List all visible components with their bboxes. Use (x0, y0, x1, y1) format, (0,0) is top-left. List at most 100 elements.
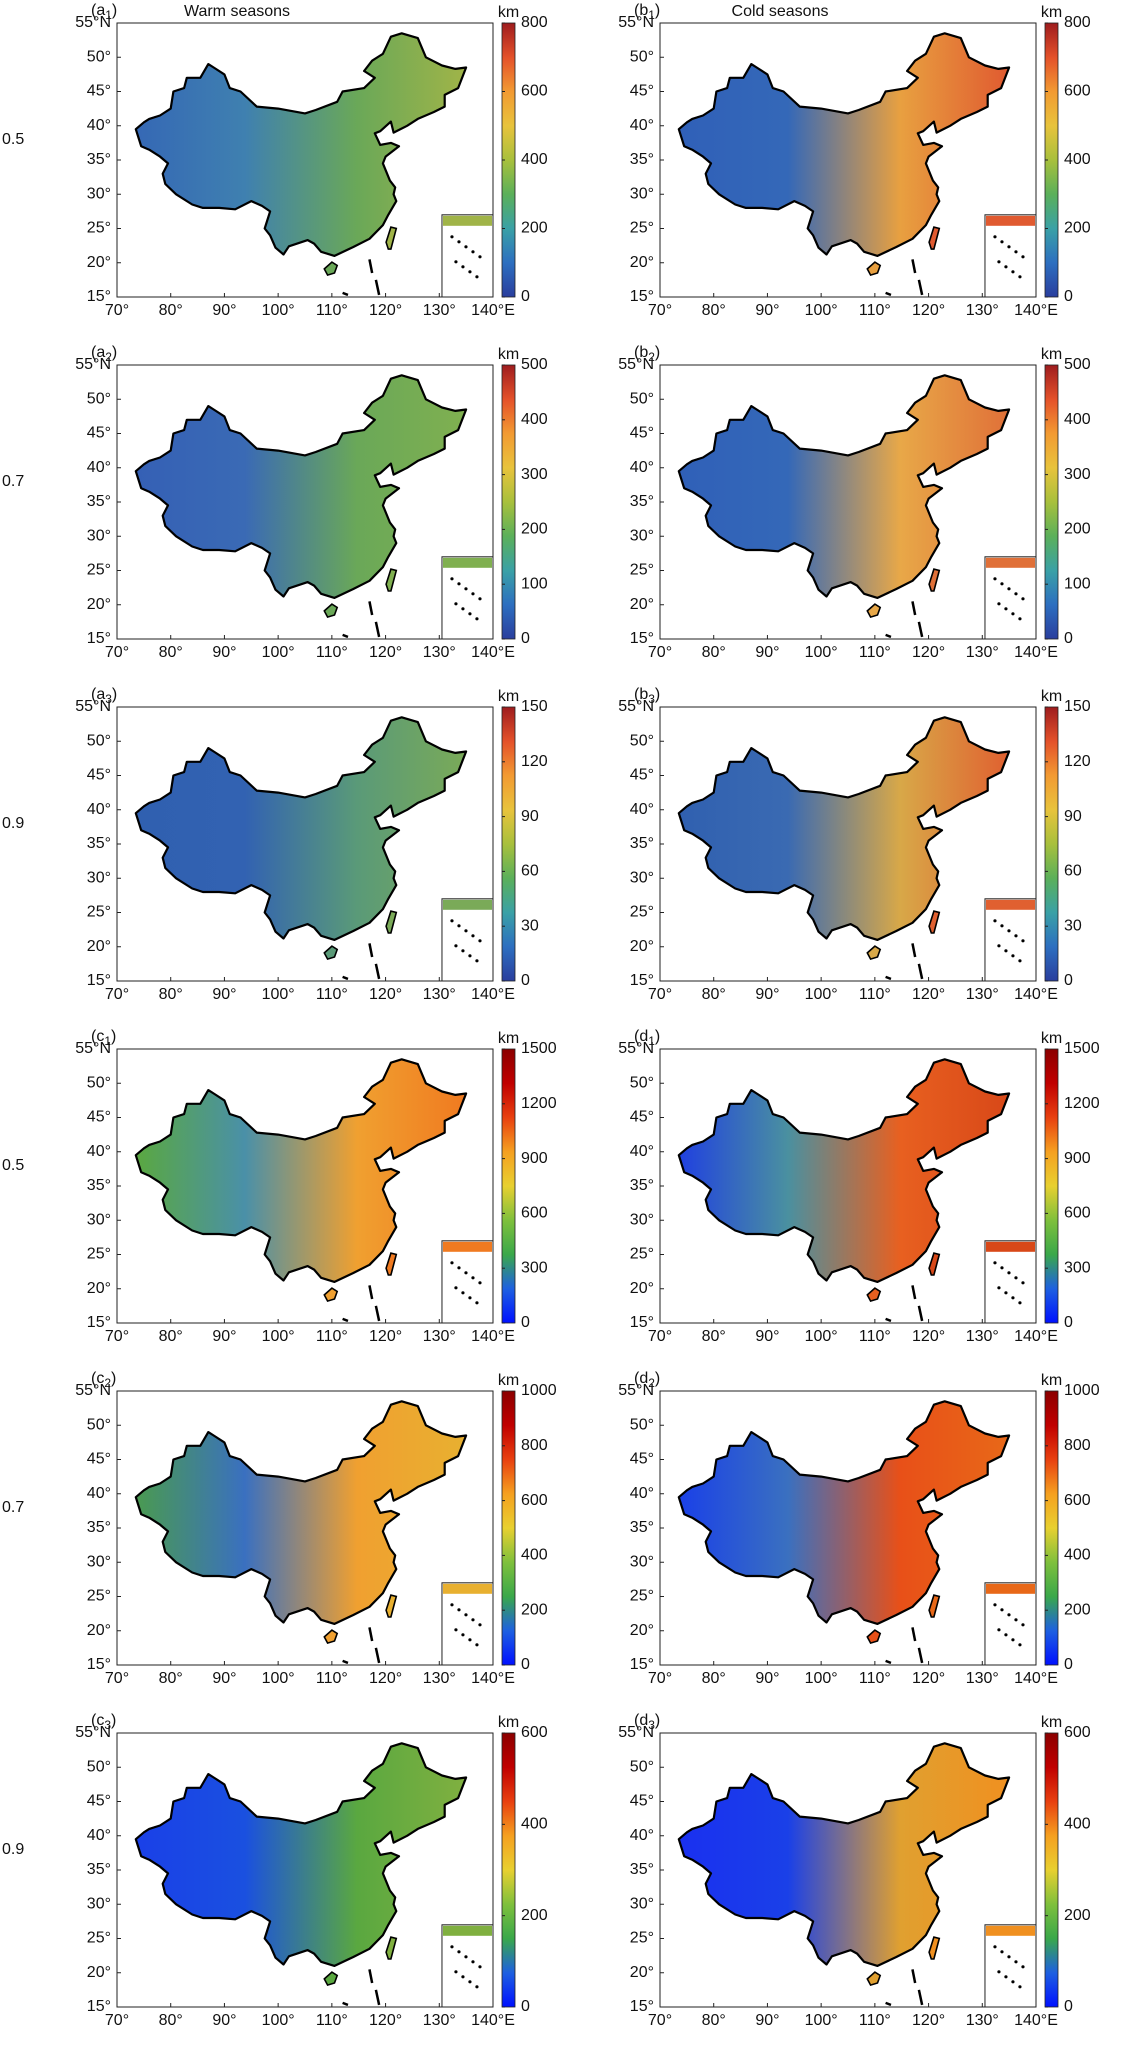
y-tick-label: 15° (630, 1656, 654, 1673)
x-tick-label: 90° (755, 986, 779, 1003)
colorbar-tick-label: 600 (521, 1724, 548, 1741)
y-tick-label: 35° (87, 1861, 111, 1878)
y-tick-label: 35° (87, 493, 111, 510)
panel-label-part: (b (634, 2, 648, 19)
x-tick-label: 80° (159, 2012, 183, 2029)
x-tick-label: 130° (966, 2012, 999, 2029)
hainan (323, 261, 339, 277)
x-tick-label: 90° (212, 986, 236, 1003)
taiwan (928, 910, 941, 934)
inset-box (984, 1582, 1037, 1666)
colorbar-tick-label: 0 (521, 1998, 530, 2015)
x-tick-label: 120° (912, 302, 945, 319)
inset-box (984, 1240, 1037, 1324)
x-tick-label: 140°E (471, 302, 515, 319)
y-tick-label: 50° (630, 48, 654, 65)
hainan (323, 1629, 339, 1645)
y-tick-label: 35° (630, 151, 654, 168)
y-tick-label: 30° (87, 1211, 111, 1228)
boundary-dash (374, 963, 381, 980)
y-tick-label: 50° (630, 732, 654, 749)
inset-island (1004, 265, 1008, 269)
colorbar-tick-label: 0 (1064, 1998, 1073, 2015)
inset-box (984, 556, 1037, 640)
china-map (677, 1400, 1011, 1626)
y-tick-label: 30° (630, 185, 654, 202)
colorbar-tick-label: 200 (521, 1907, 548, 1924)
x-tick-label: 130° (966, 302, 999, 319)
y-tick-label: 40° (630, 1143, 654, 1160)
y-tick-label: 20° (87, 254, 111, 271)
inset-box (441, 214, 494, 298)
panel-label-part: (b (634, 344, 648, 361)
panel-label-part: ) (111, 1712, 116, 1729)
panel-label-part: (a (91, 2, 105, 19)
boundary-dash (885, 633, 892, 639)
inset-map (985, 899, 1035, 910)
inset-island (464, 929, 468, 933)
x-tick-label: 130° (423, 1670, 456, 1687)
y-tick-label: 55°N (618, 1382, 654, 1399)
x-tick-label: 90° (755, 1328, 779, 1345)
x-tick-label: 140°E (1014, 986, 1058, 1003)
inset-box (441, 1240, 494, 1324)
y-tick-label: 35° (87, 835, 111, 852)
inset-map (442, 557, 492, 568)
y-tick-label: 45° (87, 1451, 111, 1468)
x-tick-label: 110° (316, 644, 348, 661)
taiwan (385, 1936, 398, 1960)
inset-island (450, 1261, 454, 1265)
inset-map (442, 1583, 492, 1594)
colorbar (1044, 1732, 1059, 2008)
y-tick-label: 50° (630, 1074, 654, 1091)
x-tick-label: 130° (423, 986, 456, 1003)
panel-label-part: ) (112, 686, 117, 703)
colorbar-tick-label: 300 (1064, 466, 1091, 483)
inset-island (1007, 1955, 1011, 1959)
x-tick-label: 130° (966, 1670, 999, 1687)
inset-island (1014, 592, 1018, 596)
x-tick-label: 120° (912, 1670, 945, 1687)
inset-box (441, 556, 494, 640)
colorbar-label: km (1041, 1714, 1062, 1731)
colorbar-tick-label: 0 (521, 630, 530, 647)
hainan (323, 1287, 339, 1303)
panel-label: (c3) (91, 1712, 116, 1732)
y-tick-label: 40° (87, 1827, 111, 1844)
china-map (134, 1742, 468, 1968)
y-tick-label: 15° (87, 1656, 111, 1673)
inset-island (1004, 1633, 1008, 1637)
inset-island (997, 602, 1001, 606)
colorbar-label: km (1041, 346, 1062, 363)
colorbar-tick-label: 600 (1064, 1492, 1091, 1509)
panel-label-part: ) (655, 1712, 660, 1729)
y-tick-label: 15° (630, 972, 654, 989)
x-tick-label: 70° (105, 644, 129, 661)
inset-island (1011, 954, 1015, 958)
inset-island (997, 944, 1001, 948)
china-map (677, 1058, 1011, 1284)
y-tick-label: 30° (630, 1553, 654, 1570)
china-map (677, 374, 1011, 600)
panel-label-part: 1 (105, 8, 112, 22)
y-tick-label: 50° (87, 390, 111, 407)
x-tick-label: 100° (262, 302, 295, 319)
y-tick-label: 30° (630, 1211, 654, 1228)
inset-box (441, 898, 494, 982)
colorbar-tick-label: 400 (521, 1547, 548, 1564)
inset-island (478, 1281, 482, 1285)
colorbar-label: km (498, 346, 519, 363)
inset-island (1018, 1985, 1022, 1989)
x-tick-label: 100° (805, 986, 838, 1003)
y-tick-label: 25° (87, 562, 111, 579)
y-tick-label: 45° (630, 767, 654, 784)
y-tick-label: 15° (87, 1314, 111, 1331)
boundary-dash (911, 601, 917, 616)
y-tick-label: 25° (87, 1246, 111, 1263)
x-tick-label: 120° (369, 2012, 402, 2029)
x-tick-label: 90° (212, 302, 236, 319)
inset-island (450, 1945, 454, 1949)
inset-island (461, 265, 465, 269)
colorbar-tick-label: 200 (521, 1601, 548, 1618)
x-tick-label: 120° (369, 986, 402, 1003)
